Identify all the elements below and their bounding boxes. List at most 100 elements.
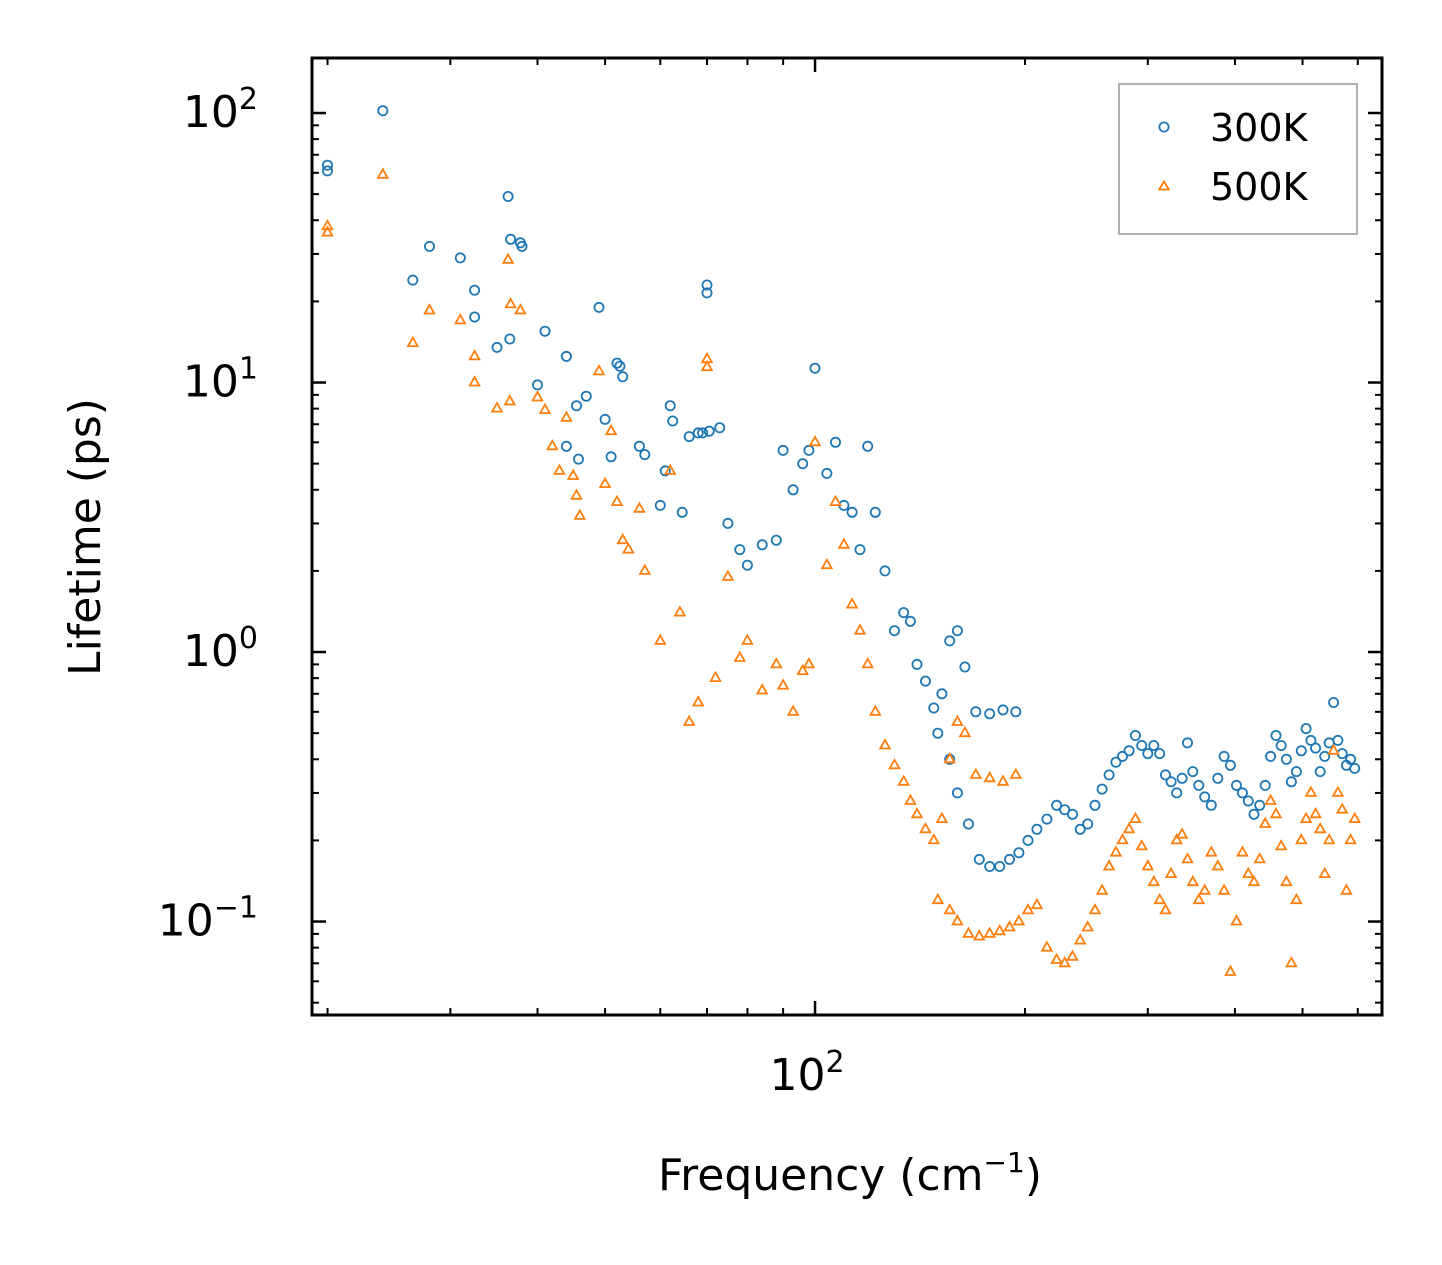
legend-marker-500k: [1157, 179, 1171, 191]
data-point: [571, 400, 583, 412]
data-point: [653, 633, 667, 645]
data-point: [514, 303, 527, 315]
data-point: [846, 506, 858, 518]
data-point: [1217, 883, 1231, 895]
data-point: [605, 451, 617, 463]
data-point: [1348, 811, 1362, 823]
data-point: [659, 465, 671, 477]
data-point: [1314, 766, 1326, 778]
data-point: [321, 165, 333, 177]
data-point: [854, 544, 866, 556]
data-point: [560, 350, 572, 362]
data-point: [927, 833, 941, 845]
data-point: [1349, 762, 1361, 774]
data-point: [714, 422, 726, 434]
data-point: [663, 463, 677, 475]
data-point: [1171, 787, 1183, 799]
data-point: [1204, 845, 1218, 857]
data-point: [983, 926, 997, 938]
legend-label-300k: 300K: [1210, 106, 1309, 150]
data-point: [721, 569, 735, 581]
data-point: [1136, 740, 1148, 752]
data-point: [1340, 883, 1353, 895]
data-point: [468, 349, 481, 361]
data-point: [1050, 952, 1063, 964]
data-point: [962, 926, 975, 938]
data-point: [1110, 756, 1122, 768]
data-point: [1280, 874, 1293, 887]
data-point: [692, 427, 704, 439]
data-point: [1285, 955, 1298, 968]
data-point: [1295, 745, 1307, 757]
data-point: [1253, 852, 1267, 864]
data-point: [837, 537, 851, 549]
data-point: [993, 923, 1007, 936]
series-300k: [321, 105, 1361, 873]
data-point: [1305, 734, 1317, 746]
data-point: [502, 190, 514, 202]
data-point: [1148, 740, 1160, 752]
data-point: [1116, 833, 1129, 845]
data-point: [1247, 874, 1261, 887]
data-point: [951, 625, 963, 637]
data-point: [755, 683, 769, 695]
data-point: [943, 751, 957, 764]
data-point: [1004, 853, 1016, 865]
data-point: [1285, 776, 1297, 788]
data-point: [845, 597, 859, 609]
y-tick-label: 10−1: [158, 891, 258, 947]
y-tick-label: 100: [183, 621, 258, 677]
data-point: [1313, 821, 1327, 834]
data-point: [377, 105, 389, 117]
data-point: [734, 544, 746, 556]
y-tick-label: 102: [183, 82, 258, 138]
data-point: [969, 767, 983, 779]
data-point: [958, 725, 972, 738]
data-point: [1186, 874, 1200, 887]
data-point: [633, 501, 646, 513]
data-point: [1270, 730, 1282, 742]
data-point: [599, 413, 611, 425]
data-point: [1147, 874, 1161, 887]
data-point: [830, 436, 842, 448]
data-point: [1345, 753, 1357, 765]
data-point: [604, 423, 618, 436]
data-point: [984, 708, 996, 720]
data-point: [1164, 866, 1178, 878]
data-point: [769, 657, 783, 669]
data-point: [802, 657, 816, 669]
data-point: [879, 565, 891, 577]
data-point: [1066, 949, 1079, 961]
data-point: [532, 379, 544, 391]
data-point: [1109, 845, 1123, 857]
data-point: [808, 434, 822, 447]
data-point: [598, 476, 612, 489]
data-point: [959, 661, 971, 673]
data-point: [1236, 845, 1249, 857]
data-point: [1199, 791, 1211, 803]
data-point: [1022, 834, 1034, 846]
data-point: [809, 362, 821, 374]
data-point: [505, 233, 517, 245]
data-point: [1059, 804, 1071, 816]
data-point: [1074, 823, 1086, 835]
data-point: [1135, 839, 1149, 851]
x-axis-label: Frequency (cm−1): [658, 1146, 1042, 1201]
data-point: [423, 303, 436, 315]
data-point: [853, 623, 867, 635]
legend-box: [1118, 83, 1358, 235]
data-point: [682, 714, 696, 726]
series-500k: [321, 167, 1362, 976]
data-point: [501, 252, 515, 264]
y-tick-label: 101: [183, 352, 258, 408]
data-point: [796, 663, 810, 675]
data-point: [593, 301, 605, 313]
data-point: [1122, 821, 1136, 834]
data-point: [1030, 897, 1044, 910]
data-point: [1160, 769, 1172, 781]
legend-label-500k: 500K: [1210, 165, 1309, 209]
data-point: [701, 287, 713, 299]
data-point: [919, 821, 932, 834]
data-point: [869, 506, 881, 518]
data-point: [904, 793, 917, 805]
